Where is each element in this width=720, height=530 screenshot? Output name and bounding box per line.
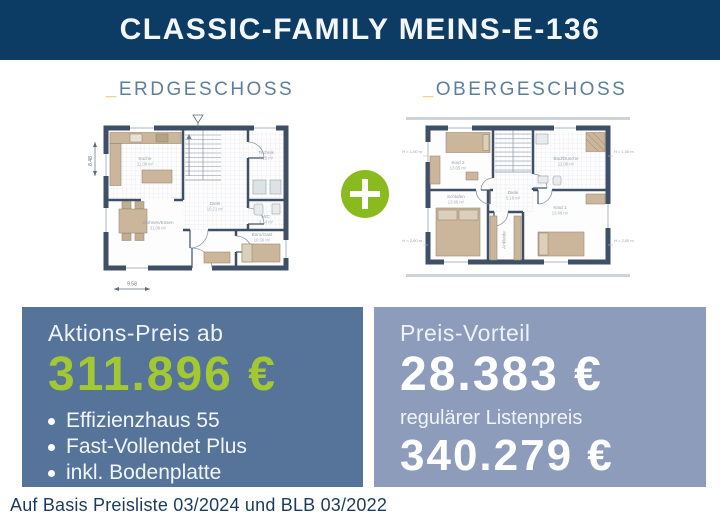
feature-item: inkl. Bodenplatte: [48, 460, 363, 486]
staircase: [495, 130, 531, 173]
offer-panel: Aktions-Preis ab 311.896 € Effizienzhaus…: [22, 307, 363, 487]
room-labels: Küche 11.09 m² Diele 10.21 m² Technik 7.…: [137, 150, 275, 243]
dimension-height: 8.48: [88, 142, 97, 176]
floorplan-label-text: ERDGESCHOSS: [118, 79, 295, 100]
floorplan-label-obergeschoss: _OBERGESCHOSS: [380, 79, 670, 101]
svg-text:H = 1,00 m: H = 1,00 m: [402, 149, 422, 154]
room-labels: Kind 2 13.05 m² Bad/Dusche 12.06 m² Diel…: [447, 156, 579, 249]
room-label-diele: Diele: [508, 190, 519, 195]
feature-item: Fast-Vollendet Plus: [48, 434, 363, 460]
interior-walls: [106, 128, 286, 268]
room-label-ankleide: Ankleide: [502, 231, 507, 249]
room-label-bad: Bad/Dusche: [553, 156, 578, 161]
doors: [475, 173, 553, 227]
svg-text:9.58: 9.58: [127, 282, 137, 288]
feature-label: inkl. Bodenplatte: [66, 461, 222, 484]
room-label-buero: Büro/Gast: [252, 232, 273, 237]
svg-text:10.21 m²: 10.21 m²: [207, 207, 224, 212]
room-label-kind1: Kind 1: [553, 205, 566, 210]
page-title: CLASSIC-FAMILY MEINS-E-136: [119, 13, 601, 46]
list-price-label: regulärer Listenpreis: [400, 407, 583, 429]
feature-list: Effizienzhaus 55 Fast-Vollendet Plus ink…: [48, 408, 363, 486]
floorplan-label-erdgeschoss: _ERDGESCHOSS: [55, 79, 345, 101]
svg-text:H = 2,00 m: H = 2,00 m: [402, 238, 422, 243]
advantage-price: 28.383 €: [400, 348, 603, 401]
staircase: [185, 130, 221, 181]
advantage-title: Preis-Vorteil: [400, 320, 531, 346]
furniture: [429, 132, 606, 261]
bullet-dot: [48, 469, 55, 477]
room-label-wohnen: Wohnen/Essen: [142, 220, 174, 225]
underscore-accent: _: [422, 79, 436, 100]
svg-text:12.06 m²: 12.06 m²: [558, 162, 575, 167]
header-banner: CLASSIC-FAMILY MEINS-E-136: [0, 0, 720, 60]
room-label-technik: Technik: [258, 150, 274, 155]
floorplan-label-text: OBERGESCHOSS: [435, 79, 628, 100]
underscore-accent: _: [105, 79, 119, 100]
roof-edge-lines: [406, 117, 630, 277]
list-price: 340.279 €: [400, 431, 614, 480]
svg-text:11.09 m²: 11.09 m²: [137, 162, 154, 167]
furniture: [109, 132, 282, 264]
svg-text:13.96 m²: 13.96 m²: [448, 200, 465, 205]
svg-text:5.16 m²: 5.16 m²: [506, 196, 521, 201]
dimension-width: 9.58: [114, 282, 150, 291]
svg-text:3.14 m²: 3.14 m²: [259, 220, 274, 225]
svg-text:10.30 m²: 10.30 m²: [254, 238, 271, 243]
svg-text:H = 1,00 m: H = 1,00 m: [614, 149, 634, 154]
advantage-panel: Preis-Vorteil 28.383 € regulärer Listenp…: [374, 307, 706, 487]
room-label-schlafen: Schlafen: [447, 194, 465, 199]
svg-text:31.06 m²: 31.06 m²: [150, 226, 167, 231]
roof-height-annotations: H = 1,00 m H = 2,00 m H = 1,00 m H = 2,0…: [402, 149, 634, 246]
plus-icon: [341, 170, 389, 218]
feature-item: Effizienzhaus 55: [48, 408, 363, 434]
room-label-diele: Diele: [210, 201, 221, 206]
floorplan-erdgeschoss: Küche 11.09 m² Diele 10.21 m² Technik 7.…: [86, 112, 314, 309]
windows: [103, 125, 289, 271]
svg-text:13.05 m²: 13.05 m²: [450, 166, 467, 171]
north-arrow-icon: [192, 114, 204, 128]
windows: [425, 125, 611, 265]
feature-label: Effizienzhaus 55: [66, 409, 220, 432]
bullet-dot: [48, 443, 55, 451]
svg-text:13.86 m²: 13.86 m²: [552, 211, 569, 216]
room-label-wc: WC: [262, 214, 270, 219]
footer-note: Auf Basis Preisliste 03/2024 und BLB 03/…: [10, 495, 388, 515]
svg-text:H = 2,00 m: H = 2,00 m: [614, 238, 634, 243]
floorplan-obergeschoss: Kind 2 13.05 m² Bad/Dusche 12.06 m² Diel…: [388, 112, 648, 309]
offer-title: Aktions-Preis ab: [48, 320, 224, 346]
svg-text:8.48: 8.48: [88, 156, 94, 166]
interior-walls: [428, 128, 608, 264]
room-label-kind2: Kind 2: [451, 160, 464, 165]
room-label-kueche: Küche: [138, 156, 151, 161]
feature-label: Fast-Vollendet Plus: [66, 435, 247, 458]
offer-price: 311.896 €: [48, 348, 277, 401]
bullet-dot: [48, 417, 55, 425]
svg-text:7.15 m²: 7.15 m²: [259, 156, 274, 161]
